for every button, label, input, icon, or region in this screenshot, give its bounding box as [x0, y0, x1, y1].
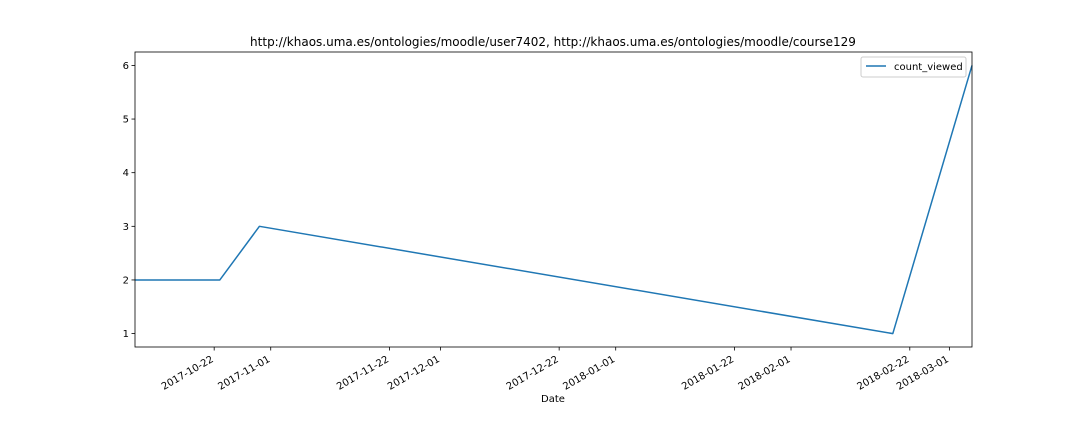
x-tick-label: 2017-12-22 [505, 354, 561, 393]
x-tick-label: 2017-10-22 [160, 354, 216, 393]
y-axis-ticks: 1 2 3 4 5 6 [123, 61, 135, 340]
y-tick-label: 6 [123, 61, 129, 72]
x-tick-label: 2017-11-22 [335, 354, 391, 393]
chart-title: http://khaos.uma.es/ontologies/moodle/us… [250, 35, 856, 49]
x-tick-label: 2018-01-22 [680, 354, 736, 393]
x-axis-ticks: 2017-10-22 2017-11-01 2017-11-222017-12-01… [160, 347, 951, 393]
y-tick-label: 3 [123, 222, 129, 233]
x-tick-label: 2018-01-01 [561, 354, 617, 393]
y-tick-label: 2 [123, 275, 129, 286]
x-tick-label: 2017-11-01 [216, 354, 272, 393]
y-tick-label: 5 [123, 115, 129, 126]
series-lines [135, 65, 973, 335]
legend-box [860, 56, 967, 78]
plot-area-frame [134, 51, 973, 348]
y-tick-label: 4 [123, 168, 129, 179]
x-axis-title: Date [541, 394, 565, 405]
x-tick-label: 2017-12-01 [386, 354, 442, 393]
series-line-count-viewed [135, 65, 973, 335]
x-tick-label: 2018-02-01 [737, 354, 793, 393]
legend-label: count_viewed [894, 62, 963, 73]
legend: count_viewed [860, 56, 967, 78]
y-tick-label: 1 [123, 329, 129, 340]
